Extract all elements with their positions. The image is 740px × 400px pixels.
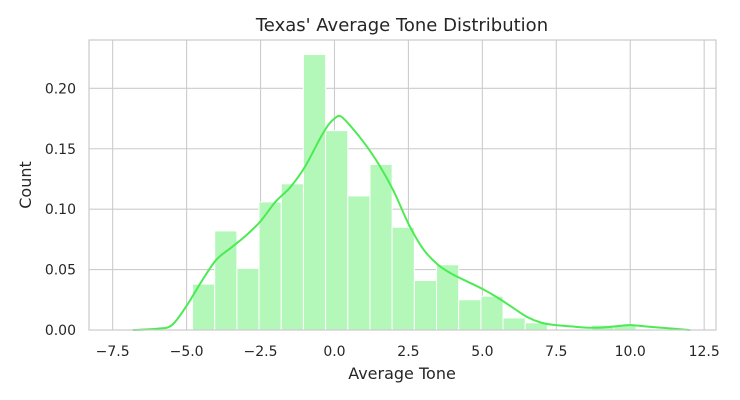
kde-curve	[132, 114, 691, 331]
histogram-bars	[192, 54, 637, 331]
chart-title: Texas' Average Tone Distribution	[255, 15, 548, 36]
x-tick-label: −5.0	[170, 344, 204, 360]
histogram-bar	[347, 195, 371, 331]
kde-curve-layer	[132, 114, 691, 331]
x-tick-label: 5.0	[471, 344, 493, 360]
histogram-bar	[258, 201, 282, 331]
x-tick-label: 0.0	[323, 344, 345, 360]
y-tick-labels: 0.00 0.05 0.10 0.15 0.20	[45, 81, 76, 339]
histogram-bar	[480, 295, 504, 331]
histogram-bar	[502, 317, 526, 331]
x-tick-labels: −7.5 −5.0 −2.5 0.0 2.5 5.0 7.5 10.0 12.5	[96, 344, 720, 360]
y-tick-label: 0.10	[45, 202, 76, 218]
histogram-bar	[236, 267, 260, 331]
x-tick-label: 2.5	[397, 344, 419, 360]
histogram-bar	[458, 299, 482, 331]
plot-frame	[88, 39, 717, 331]
histogram-bar	[325, 130, 349, 331]
histogram-bar	[369, 163, 393, 331]
y-tick-label: 0.15	[45, 142, 76, 158]
x-tick-label: 7.5	[545, 344, 567, 360]
y-tick-label: 0.05	[45, 263, 76, 279]
histogram-bar	[413, 279, 438, 331]
x-tick-label: 12.5	[689, 344, 720, 360]
x-tick-label: 10.0	[615, 344, 646, 360]
histogram-bar	[280, 183, 304, 331]
histogram-bar	[391, 226, 415, 331]
y-axis-label: Count	[16, 161, 35, 209]
plot-border	[88, 39, 717, 331]
histogram-bar	[436, 264, 460, 331]
y-tick-label: 0.00	[45, 323, 76, 339]
y-tick-label: 0.20	[45, 81, 76, 97]
x-axis-label: Average Tone	[348, 364, 456, 383]
x-tick-label: −2.5	[244, 344, 278, 360]
histogram-bar	[302, 54, 327, 331]
x-tick-label: −7.5	[96, 344, 130, 360]
